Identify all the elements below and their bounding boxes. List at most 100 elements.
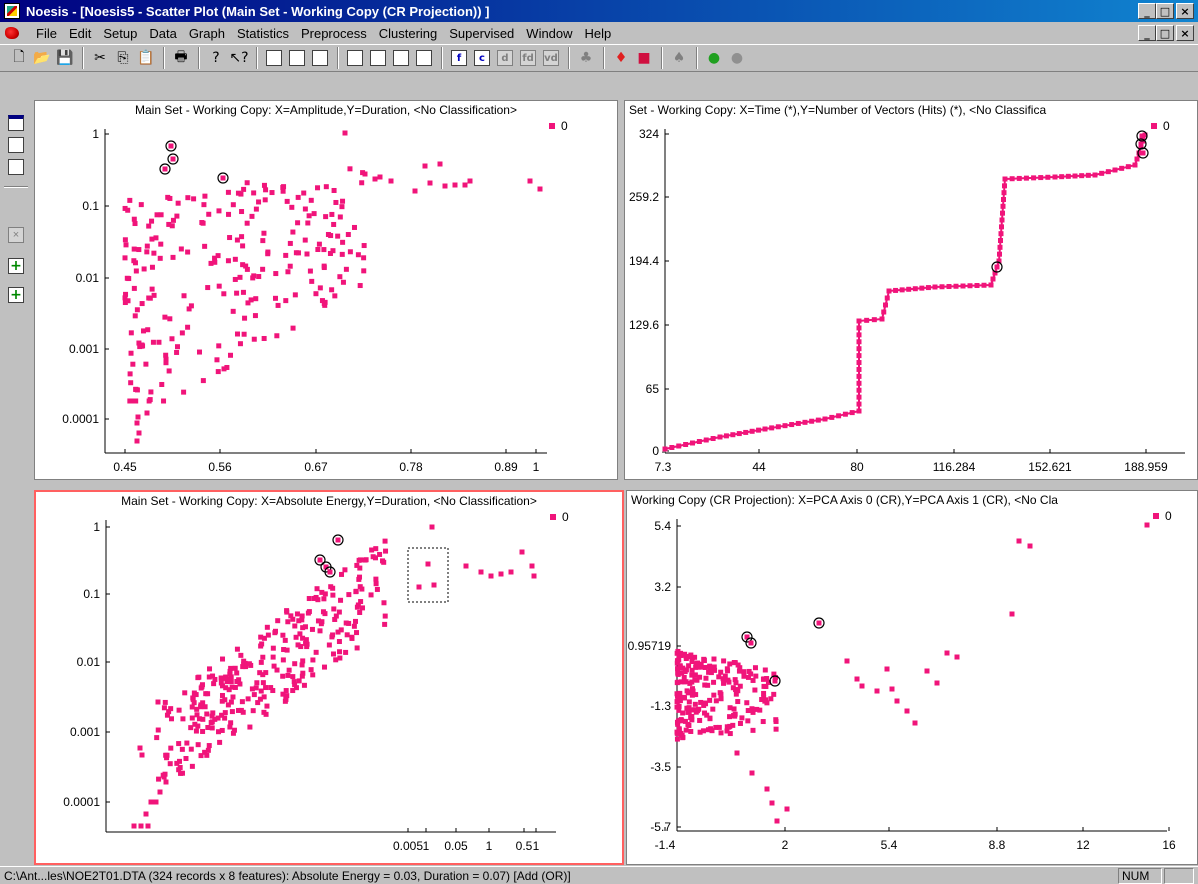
data-point xyxy=(251,190,257,196)
data-point xyxy=(705,682,711,688)
menu-file[interactable]: File xyxy=(36,25,57,41)
multicolor-cluster-icon[interactable]: ♦ xyxy=(614,50,628,66)
zoom-in-icon[interactable] xyxy=(390,47,412,69)
waveform-icon[interactable] xyxy=(8,137,24,153)
menu-graph[interactable]: Graph xyxy=(188,25,225,41)
data-point xyxy=(269,190,275,196)
data-point xyxy=(125,298,131,304)
line-chart-icon[interactable] xyxy=(309,47,331,69)
document-menu-icon[interactable] xyxy=(4,25,22,41)
menu-setup[interactable]: Setup xyxy=(103,25,138,41)
menu-preprocess[interactable]: Preprocess xyxy=(300,25,367,41)
data-point xyxy=(343,266,349,272)
menu-data[interactable]: Data xyxy=(149,25,177,41)
data-point xyxy=(676,443,682,449)
data-point xyxy=(166,368,172,374)
print-icon[interactable]: 🖶 xyxy=(174,49,188,65)
data-point xyxy=(168,143,174,149)
cluster-red-icon[interactable]: ■ xyxy=(637,50,651,66)
data-point xyxy=(302,206,308,212)
data-point xyxy=(199,684,205,690)
projection-icon[interactable] xyxy=(367,47,389,69)
scatter-canvas[interactable]: 5.4 3.2 0.95719 -1.3 -3.5 -5.7 -1.4 2 5.4 8.8 12 16 xyxy=(627,491,1198,865)
add-icon[interactable]: + xyxy=(8,258,24,274)
plot-energy-duration[interactable]: Main Set - Working Copy: X=Absolute Ener… xyxy=(34,490,624,865)
data-point xyxy=(912,720,918,726)
doc-close-button[interactable]: × xyxy=(1176,25,1194,41)
menu-window[interactable]: Window xyxy=(526,25,573,41)
status-bar: C:\Ant...les\NOE2T01.DTA (324 records x … xyxy=(0,866,1198,884)
minimize-button[interactable]: _ xyxy=(1138,3,1156,19)
distance-button[interactable]: d xyxy=(494,47,516,69)
bar-chart-icon[interactable] xyxy=(286,47,308,69)
feature-distance-button[interactable]: fd xyxy=(517,47,539,69)
legend-swatch xyxy=(1153,513,1159,519)
zoom-out-icon[interactable] xyxy=(413,47,435,69)
data-point xyxy=(305,220,311,226)
data-point xyxy=(696,439,702,444)
apple-grey-icon[interactable]: ● xyxy=(730,50,744,66)
plot-title: Main Set - Working Copy: X=Amplitude,Y=D… xyxy=(135,103,517,117)
data-point xyxy=(139,752,145,758)
data-point xyxy=(999,224,1004,230)
data-point xyxy=(228,665,234,671)
close-button[interactable]: × xyxy=(1176,3,1194,19)
menu-help[interactable]: Help xyxy=(584,25,612,41)
app-icon[interactable] xyxy=(4,3,20,19)
data-point xyxy=(166,221,172,227)
data-point xyxy=(383,548,389,554)
data-point xyxy=(258,643,264,649)
data-point xyxy=(212,676,218,682)
data-point xyxy=(836,413,842,419)
feature-button[interactable]: f xyxy=(448,47,470,69)
plot-amplitude-duration[interactable]: Main Set - Working Copy: X=Amplitude,Y=D… xyxy=(34,100,618,480)
scatter-canvas[interactable]: 1 0.1 0.01 0.001 0.0001 0.45 0.56 0.67 0.78 0.89 1 xyxy=(35,101,618,480)
save-icon[interactable]: 💾 xyxy=(56,50,74,66)
data-point xyxy=(856,366,862,372)
plot-time-hits[interactable]: Set - Working Copy: X=Time (*),Y=Number … xyxy=(624,100,1198,480)
context-help-icon[interactable]: ↖? xyxy=(229,50,249,66)
cluster-icon[interactable]: ♣ xyxy=(579,50,593,66)
new-file-icon[interactable]: 🗋 xyxy=(13,49,25,65)
doc-restore-button[interactable]: □ xyxy=(1156,25,1174,41)
copy-icon[interactable]: ⎘ xyxy=(117,50,129,66)
scatter-canvas[interactable]: 324 259.2 194.4 129.6 65 0 7.3 44 80 116.284 152.6… xyxy=(625,101,1198,480)
data-point xyxy=(381,559,387,565)
data-point xyxy=(235,707,241,713)
y-tick-label: 0.01 xyxy=(77,655,101,669)
help-icon[interactable]: ? xyxy=(212,50,220,66)
menu-clustering[interactable]: Clustering xyxy=(378,25,438,41)
y-tick-label: -5.7 xyxy=(650,820,671,834)
data-point xyxy=(734,750,740,756)
data-point xyxy=(427,180,433,186)
data-point xyxy=(185,324,191,330)
plot-pca[interactable]: Working Copy (CR Projection): X=PCA Axis… xyxy=(626,490,1198,865)
add-or-icon[interactable]: + xyxy=(8,287,24,303)
tree-icon[interactable]: ♠ xyxy=(672,50,686,66)
data-point xyxy=(185,249,191,255)
apple-green-icon[interactable]: ● xyxy=(707,50,721,66)
paste-icon[interactable]: 📋 xyxy=(137,50,155,66)
maximize-button[interactable]: □ xyxy=(1156,3,1174,19)
open-folder-icon[interactable]: 📂 xyxy=(33,50,51,66)
doc-minimize-button[interactable]: _ xyxy=(1138,25,1156,41)
window-view-icon[interactable] xyxy=(8,115,24,131)
waveform-zoom-icon[interactable] xyxy=(8,159,24,175)
menu-edit[interactable]: Edit xyxy=(68,25,92,41)
data-point xyxy=(1027,543,1033,549)
data-point xyxy=(195,742,201,748)
vector-distance-button[interactable]: vd xyxy=(540,47,562,69)
scatter-icon[interactable] xyxy=(344,47,366,69)
class-button[interactable]: c xyxy=(471,47,493,69)
data-point xyxy=(774,818,780,824)
data-point xyxy=(251,336,257,342)
data-point xyxy=(815,417,821,423)
data-point xyxy=(452,182,458,188)
table-view-icon[interactable] xyxy=(263,47,285,69)
menu-statistics[interactable]: Statistics xyxy=(236,25,289,41)
menu-supervised[interactable]: Supervised xyxy=(449,25,515,41)
cut-icon[interactable]: ✂ xyxy=(94,50,106,66)
data-point xyxy=(140,343,146,349)
data-point xyxy=(186,306,192,312)
